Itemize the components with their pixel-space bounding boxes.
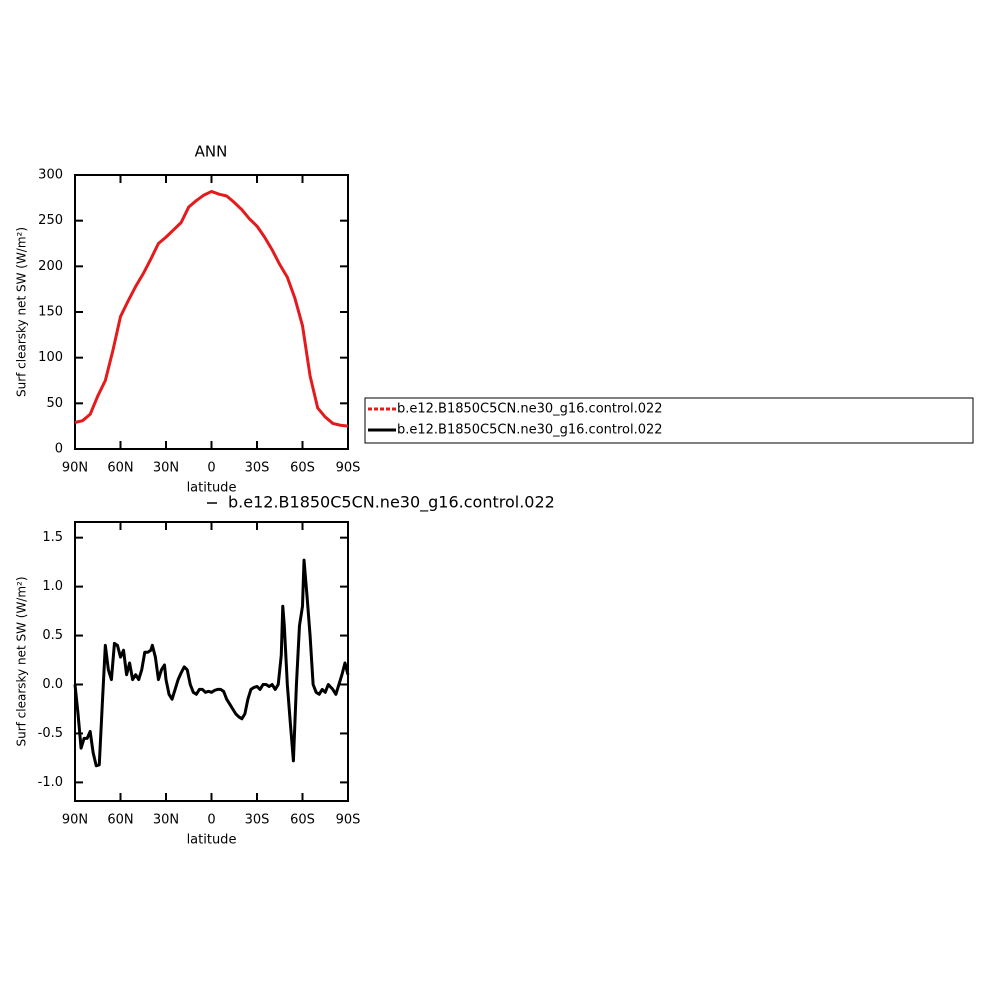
x-axis-label: latitude [187, 833, 237, 848]
x-tick-label: 30N [153, 461, 179, 476]
x-tick-label: 30N [153, 813, 179, 828]
x-tick-label: 60N [107, 461, 133, 476]
x-tick-label: 30S [245, 813, 270, 828]
x-tick-label: 0 [207, 813, 215, 828]
x-tick-label: 60S [290, 813, 315, 828]
y-tick-label: 1.0 [42, 579, 63, 594]
y-axis-label: Surf clearsky net SW (W/m²) [15, 227, 29, 397]
x-tick-label: 60S [290, 461, 315, 476]
x-axis-label: latitude [187, 481, 237, 496]
legend: b.e12.B1850C5CN.ne30_g16.control.022 b.e… [364, 397, 974, 444]
y-tick-label: 100 [38, 350, 63, 365]
legend-label: b.e12.B1850C5CN.ne30_g16.control.022 [397, 423, 663, 438]
legend-box [364, 397, 974, 444]
y-tick-label: 0.5 [42, 628, 63, 643]
y-tick-label: -1.0 [38, 775, 63, 790]
y-tick-label: 150 [38, 305, 63, 320]
data-line [73, 558, 350, 768]
y-tick-label: 0.0 [42, 677, 63, 692]
legend-label: b.e12.B1850C5CN.ne30_g16.control.022 [397, 402, 663, 417]
y-tick-label: 50 [46, 396, 63, 411]
legend: b.e12.B1850C5CN.ne30_g16.control.022 [207, 493, 555, 513]
x-tick-label: 30S [245, 461, 270, 476]
chart-title: ANN [195, 143, 228, 161]
data-line [74, 189, 349, 428]
y-tick-label: 300 [38, 168, 63, 183]
y-axis-label: Surf clearsky net SW (W/m²) [15, 576, 29, 746]
y-tick-label: 200 [38, 259, 63, 274]
x-tick-label: 90N [62, 813, 88, 828]
y-tick-label: 250 [38, 213, 63, 228]
legend-label: b.e12.B1850C5CN.ne30_g16.control.022 [228, 493, 555, 513]
x-tick-label: 90N [62, 461, 88, 476]
y-tick-label: -0.5 [38, 726, 63, 741]
y-tick-label: 0 [55, 442, 63, 457]
x-tick-label: 60N [107, 813, 133, 828]
y-tick-label: 1.5 [42, 530, 63, 545]
x-tick-label: 0 [207, 461, 215, 476]
x-tick-label: 90S [336, 461, 361, 476]
x-tick-label: 90S [336, 813, 361, 828]
